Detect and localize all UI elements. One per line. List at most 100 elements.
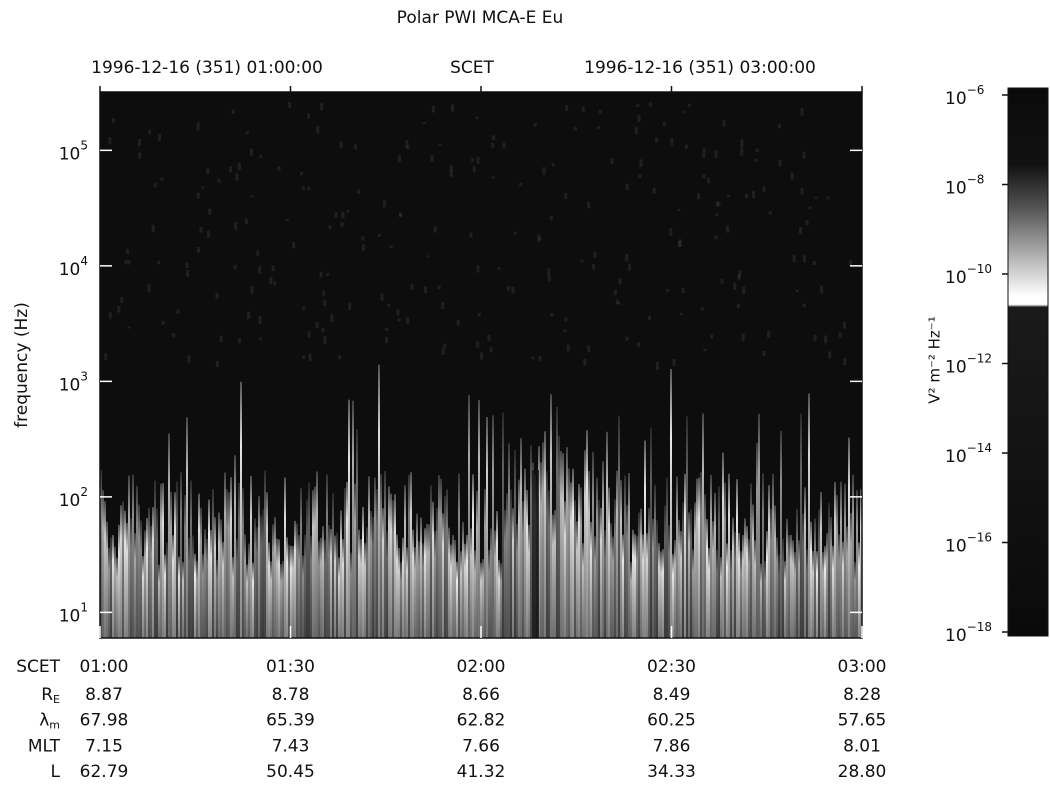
spectrogram-cell bbox=[320, 537, 322, 638]
spectrogram-cell bbox=[151, 224, 155, 233]
spectrogram-cell bbox=[576, 521, 578, 638]
spectrogram-cell bbox=[215, 360, 219, 368]
spectrogram-cell bbox=[299, 171, 303, 176]
spectrogram-cell bbox=[334, 535, 336, 638]
spectrogram-cell bbox=[836, 495, 838, 638]
spectrogram-cell bbox=[682, 502, 684, 638]
spectrogram-cell bbox=[572, 468, 574, 638]
spectrogram-cell bbox=[800, 188, 804, 195]
spectrogram-cell bbox=[736, 479, 738, 638]
spectrogram-cell bbox=[127, 326, 131, 329]
spectrogram-cell bbox=[338, 557, 340, 638]
spectrogram-cell bbox=[564, 317, 568, 322]
spectrogram-cell bbox=[224, 472, 226, 638]
spectrogram-cell bbox=[784, 561, 786, 638]
spectrogram-cell bbox=[244, 534, 246, 638]
spectrogram-cell bbox=[436, 507, 438, 638]
spectrogram-cell bbox=[346, 481, 348, 638]
spectrogram-cell bbox=[662, 549, 664, 638]
x-tick-label: 02:00 bbox=[457, 657, 506, 677]
ephemeris-value: 60.25 bbox=[647, 711, 696, 731]
spectrogram-cell bbox=[518, 479, 520, 638]
ephemeris-value: 8.28 bbox=[843, 685, 881, 705]
spectrogram-cell bbox=[476, 265, 480, 273]
spectrogram-cell bbox=[600, 507, 602, 638]
spectrogram-cell bbox=[326, 273, 330, 276]
spectrogram-cell bbox=[158, 133, 162, 142]
spectrogram-cell bbox=[531, 356, 535, 360]
spectrogram-cell bbox=[259, 154, 263, 159]
spectrogram-cell bbox=[220, 519, 222, 638]
spectrogram-cell bbox=[547, 268, 551, 275]
spectrogram-cell bbox=[160, 483, 162, 638]
spectrogram-cell bbox=[294, 520, 296, 638]
spectrogram-cell bbox=[218, 512, 220, 638]
tick-exponent: −6 bbox=[967, 83, 985, 97]
spectrogram-cell bbox=[147, 284, 151, 293]
spectrogram-cell bbox=[247, 311, 251, 320]
spectrogram-cell bbox=[796, 508, 798, 638]
spectrogram-cell bbox=[500, 563, 502, 638]
spectrogram-cell bbox=[412, 529, 414, 638]
spectrogram-cell bbox=[337, 355, 341, 360]
spectrogram-cell bbox=[792, 540, 794, 638]
spectrogram-cell bbox=[361, 236, 365, 241]
spectrogram-cell bbox=[104, 353, 108, 360]
spectrogram-cell bbox=[720, 278, 724, 284]
colorbar-tick-label: 10−16 bbox=[945, 530, 992, 557]
spectrogram-cell bbox=[587, 345, 591, 352]
spectrogram-cell bbox=[681, 288, 685, 294]
spectrogram-cell bbox=[323, 299, 327, 307]
spectrogram-cell bbox=[806, 549, 808, 638]
spectrogram-cell bbox=[568, 468, 570, 638]
spectrogram-cell bbox=[166, 542, 168, 638]
spectrogram-cell bbox=[280, 563, 282, 638]
spectrogram-cell bbox=[449, 170, 453, 178]
spectrogram-cell bbox=[231, 109, 235, 114]
spectrogram-cell bbox=[828, 503, 830, 638]
spectrogram-cell bbox=[625, 183, 629, 190]
spectrogram-cell bbox=[666, 477, 668, 638]
spectrogram-cell bbox=[587, 201, 591, 209]
spectrogram-cell bbox=[640, 508, 642, 638]
spectrogram-cell bbox=[808, 206, 812, 210]
spectrogram-cell bbox=[654, 484, 656, 638]
spectrogram-cell bbox=[460, 551, 462, 638]
spectrogram-cell bbox=[190, 480, 192, 638]
spectrogram-cell bbox=[498, 559, 500, 638]
spectrogram-cell bbox=[354, 483, 356, 638]
spectrogram-cell bbox=[150, 525, 152, 638]
spectrogram-cell bbox=[178, 556, 180, 638]
x-tick-label: 01:30 bbox=[266, 657, 315, 677]
spectrogram-cell bbox=[157, 260, 161, 265]
spectrogram-cell bbox=[795, 289, 799, 293]
spectrogram-cell bbox=[117, 305, 121, 313]
spectrogram-cell bbox=[264, 470, 266, 638]
spectrogram-cell bbox=[352, 400, 354, 638]
spectrogram-cell bbox=[710, 474, 712, 638]
spectrogram-cell bbox=[271, 265, 275, 272]
spectrogram-cell bbox=[634, 126, 638, 134]
spectrogram-cell bbox=[614, 499, 616, 638]
spectrogram-cell bbox=[683, 110, 687, 114]
spectrogram-cell bbox=[669, 228, 673, 236]
spectrogram-cell bbox=[130, 518, 132, 638]
spectrogram-cell bbox=[272, 524, 274, 638]
spectrogram-cell bbox=[422, 121, 426, 124]
spectrogram-cell bbox=[625, 254, 629, 262]
spectrogram-cell bbox=[172, 332, 176, 338]
x-tick-label: 03:00 bbox=[838, 657, 887, 677]
spectrogram-cell bbox=[856, 490, 858, 638]
spectrogram-cell bbox=[764, 560, 766, 638]
spectrogram-cell bbox=[318, 541, 320, 638]
spectrogram-cell bbox=[590, 522, 592, 638]
spectrogram-cell bbox=[164, 554, 166, 638]
tick-base: 10 bbox=[945, 358, 967, 378]
ephemeris-value: 50.45 bbox=[266, 762, 315, 782]
spectrogram-cell bbox=[316, 126, 320, 134]
spectrogram-cell bbox=[741, 333, 745, 341]
spectrogram-cell bbox=[236, 538, 238, 638]
spectrogram-cell bbox=[780, 430, 782, 638]
spectrogram-cell bbox=[537, 234, 541, 242]
spectrogram-cell bbox=[476, 341, 480, 348]
